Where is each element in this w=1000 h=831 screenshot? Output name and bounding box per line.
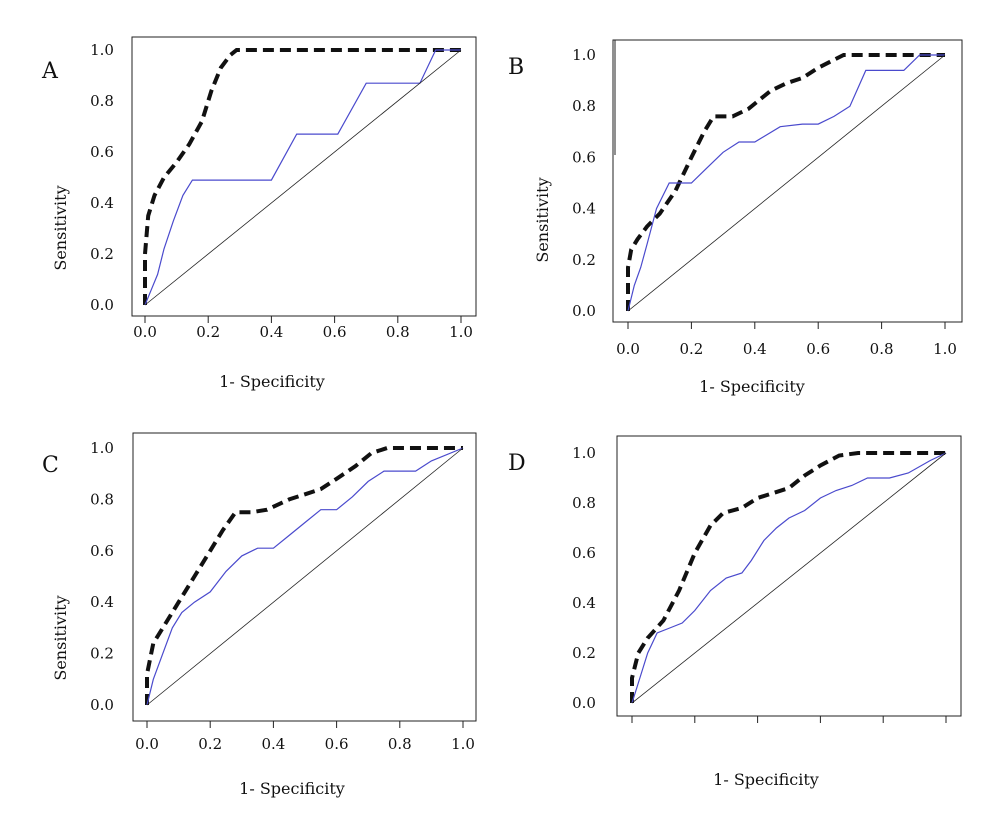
y-axis-label: Sensitivity	[51, 185, 70, 270]
plot-frame	[616, 435, 962, 717]
x-tick-label: 0.8	[870, 340, 894, 358]
y-tick-label: 0.4	[90, 194, 114, 212]
x-tick-label: 0.4	[743, 340, 767, 358]
roc-series-solid	[146, 447, 464, 706]
x-tick-label: 1.0	[451, 735, 475, 753]
roc-series-dashed	[626, 53, 945, 311]
y-tick-label: 0.2	[572, 644, 596, 662]
x-tick-label: 0.4	[259, 323, 283, 341]
roc-series-reference	[631, 452, 947, 704]
y-tick-label: 0.4	[572, 594, 596, 612]
x-tick-label: 0.0	[616, 340, 640, 358]
y-tick-label: 0.0	[572, 694, 596, 712]
y-tick-label: 0.2	[90, 645, 114, 663]
y-tick-label: 0.0	[90, 696, 114, 714]
roc-series-dashed	[143, 48, 461, 305]
roc-panel-b: B 0.0 0.2 0.4 0.6 0.8 1.0 0.0 0.2 0.4 0.6 0.8 1.0 1- …	[508, 39, 963, 396]
x-axis-label: 1- Specificity	[239, 779, 345, 798]
y-tick-label: 0.2	[90, 245, 114, 263]
y-axis-label: Sensitivity	[51, 595, 70, 680]
y-tick-label: 0.0	[90, 296, 114, 314]
y-tick-label: 0.4	[90, 593, 114, 611]
x-tick-label: 0.6	[325, 735, 349, 753]
x-axis-label: 1- Specificity	[219, 372, 325, 391]
panel-letter: D	[508, 451, 526, 476]
roc-series-dashed	[630, 451, 946, 703]
panel-letter: B	[508, 55, 524, 80]
x-tick-label: 0.0	[135, 735, 159, 753]
roc-series-dashed	[145, 446, 463, 705]
x-tick-label: 0.2	[196, 323, 220, 341]
y-tick-label: 0.0	[572, 302, 596, 320]
y-tick-label: 0.8	[572, 97, 596, 115]
x-tick-label: 0.8	[388, 735, 412, 753]
x-axis-label: 1- Specificity	[713, 770, 819, 789]
plot-frame	[132, 432, 477, 722]
roc-series-solid	[631, 452, 947, 704]
roc-series-solid	[144, 49, 461, 306]
x-tick-label: 0.2	[679, 340, 703, 358]
y-tick-label: 0.2	[572, 251, 596, 269]
roc-panel-a: A 0.0 0.2 0.4 0.6 0.8 1.0 0.0 0.2 0.4 0.6 0.8 1.0 1- …	[41, 36, 477, 391]
y-tick-label: 0.6	[572, 544, 596, 562]
plot-frame	[612, 39, 963, 323]
roc-panel-d: D 0.0 0.2 0.4 0.6 0.8 1.0 1- Specificity	[508, 435, 962, 789]
x-tick-label: 0.4	[261, 735, 285, 753]
x-tick-label: 0.6	[806, 340, 830, 358]
y-tick-label: 0.4	[572, 200, 596, 218]
y-tick-label: 1.0	[572, 444, 596, 462]
roc-series-reference	[627, 54, 946, 312]
x-tick-label: 1.0	[933, 340, 957, 358]
y-tick-label: 0.6	[90, 143, 114, 161]
x-tick-label: 0.8	[386, 323, 410, 341]
plot-frame	[131, 36, 477, 317]
roc-series-reference	[146, 447, 464, 706]
y-tick-label: 0.8	[90, 490, 114, 508]
x-tick-label: 0.2	[198, 735, 222, 753]
y-tick-label: 1.0	[572, 46, 596, 64]
x-tick-label: 0.0	[133, 323, 157, 341]
y-tick-label: 0.6	[90, 542, 114, 560]
panel-letter: A	[41, 59, 59, 84]
panel-letter: C	[42, 453, 59, 478]
y-tick-label: 1.0	[90, 439, 114, 457]
x-axis-label: 1- Specificity	[699, 377, 805, 396]
roc-series-solid	[627, 54, 945, 312]
y-tick-label: 0.8	[572, 494, 596, 512]
y-tick-label: 1.0	[90, 41, 114, 59]
x-tick-label: 0.6	[323, 323, 347, 341]
roc-series-reference	[144, 49, 462, 306]
y-tick-label: 0.6	[572, 148, 596, 166]
roc-panel-c: C 0.0 0.2 0.4 0.6 0.8 1.0 0.0 0.2 0.4 0.6 0.8 1.0 1- …	[42, 432, 477, 798]
x-tick-label: 1.0	[449, 323, 473, 341]
y-axis-label: Sensitivity	[533, 177, 552, 262]
y-tick-label: 0.8	[90, 92, 114, 110]
